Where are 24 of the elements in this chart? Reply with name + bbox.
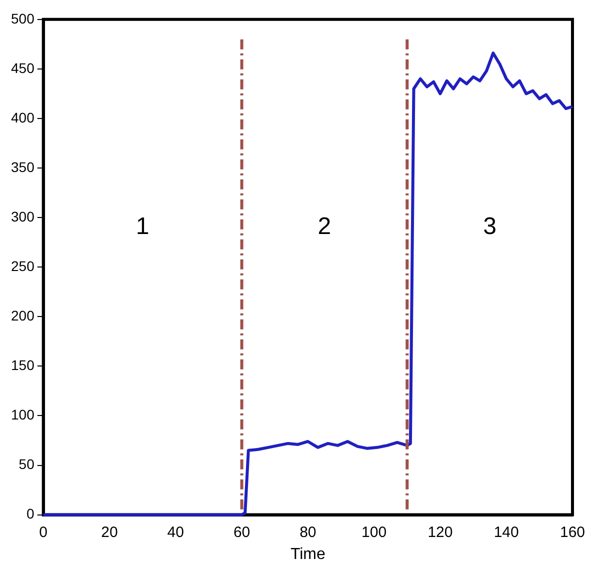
annotation: 2 xyxy=(318,213,332,240)
y-tick-label: 250 xyxy=(11,258,35,274)
y-tick-label: 350 xyxy=(11,158,35,175)
y-tick-label: 400 xyxy=(11,109,35,126)
x-axis-title: Time xyxy=(290,546,326,563)
y-tick-label: 150 xyxy=(11,357,35,374)
x-tick-label: 140 xyxy=(494,524,519,541)
y-tick-label: 50 xyxy=(18,456,35,472)
y-tick-label: 450 xyxy=(11,60,35,76)
y-tick-label: 300 xyxy=(11,208,35,224)
x-tick-label: 60 xyxy=(233,524,250,541)
x-tick-label: 80 xyxy=(300,524,316,541)
y-tick-label: 200 xyxy=(11,308,35,324)
x-tick-label: 100 xyxy=(362,524,387,541)
y-tick-label: 500 xyxy=(11,10,35,26)
annotation: 3 xyxy=(483,213,496,240)
x-tick-label: 0 xyxy=(39,524,48,541)
x-tick-label: 120 xyxy=(428,524,453,541)
y-tick-label: 0 xyxy=(26,506,35,522)
x-tick-label: 40 xyxy=(167,524,184,541)
x-tick-label: 20 xyxy=(101,524,118,541)
x-tick-label: 160 xyxy=(560,524,585,541)
y-tick-label: 100 xyxy=(11,406,35,423)
annotation: 1 xyxy=(136,213,150,240)
